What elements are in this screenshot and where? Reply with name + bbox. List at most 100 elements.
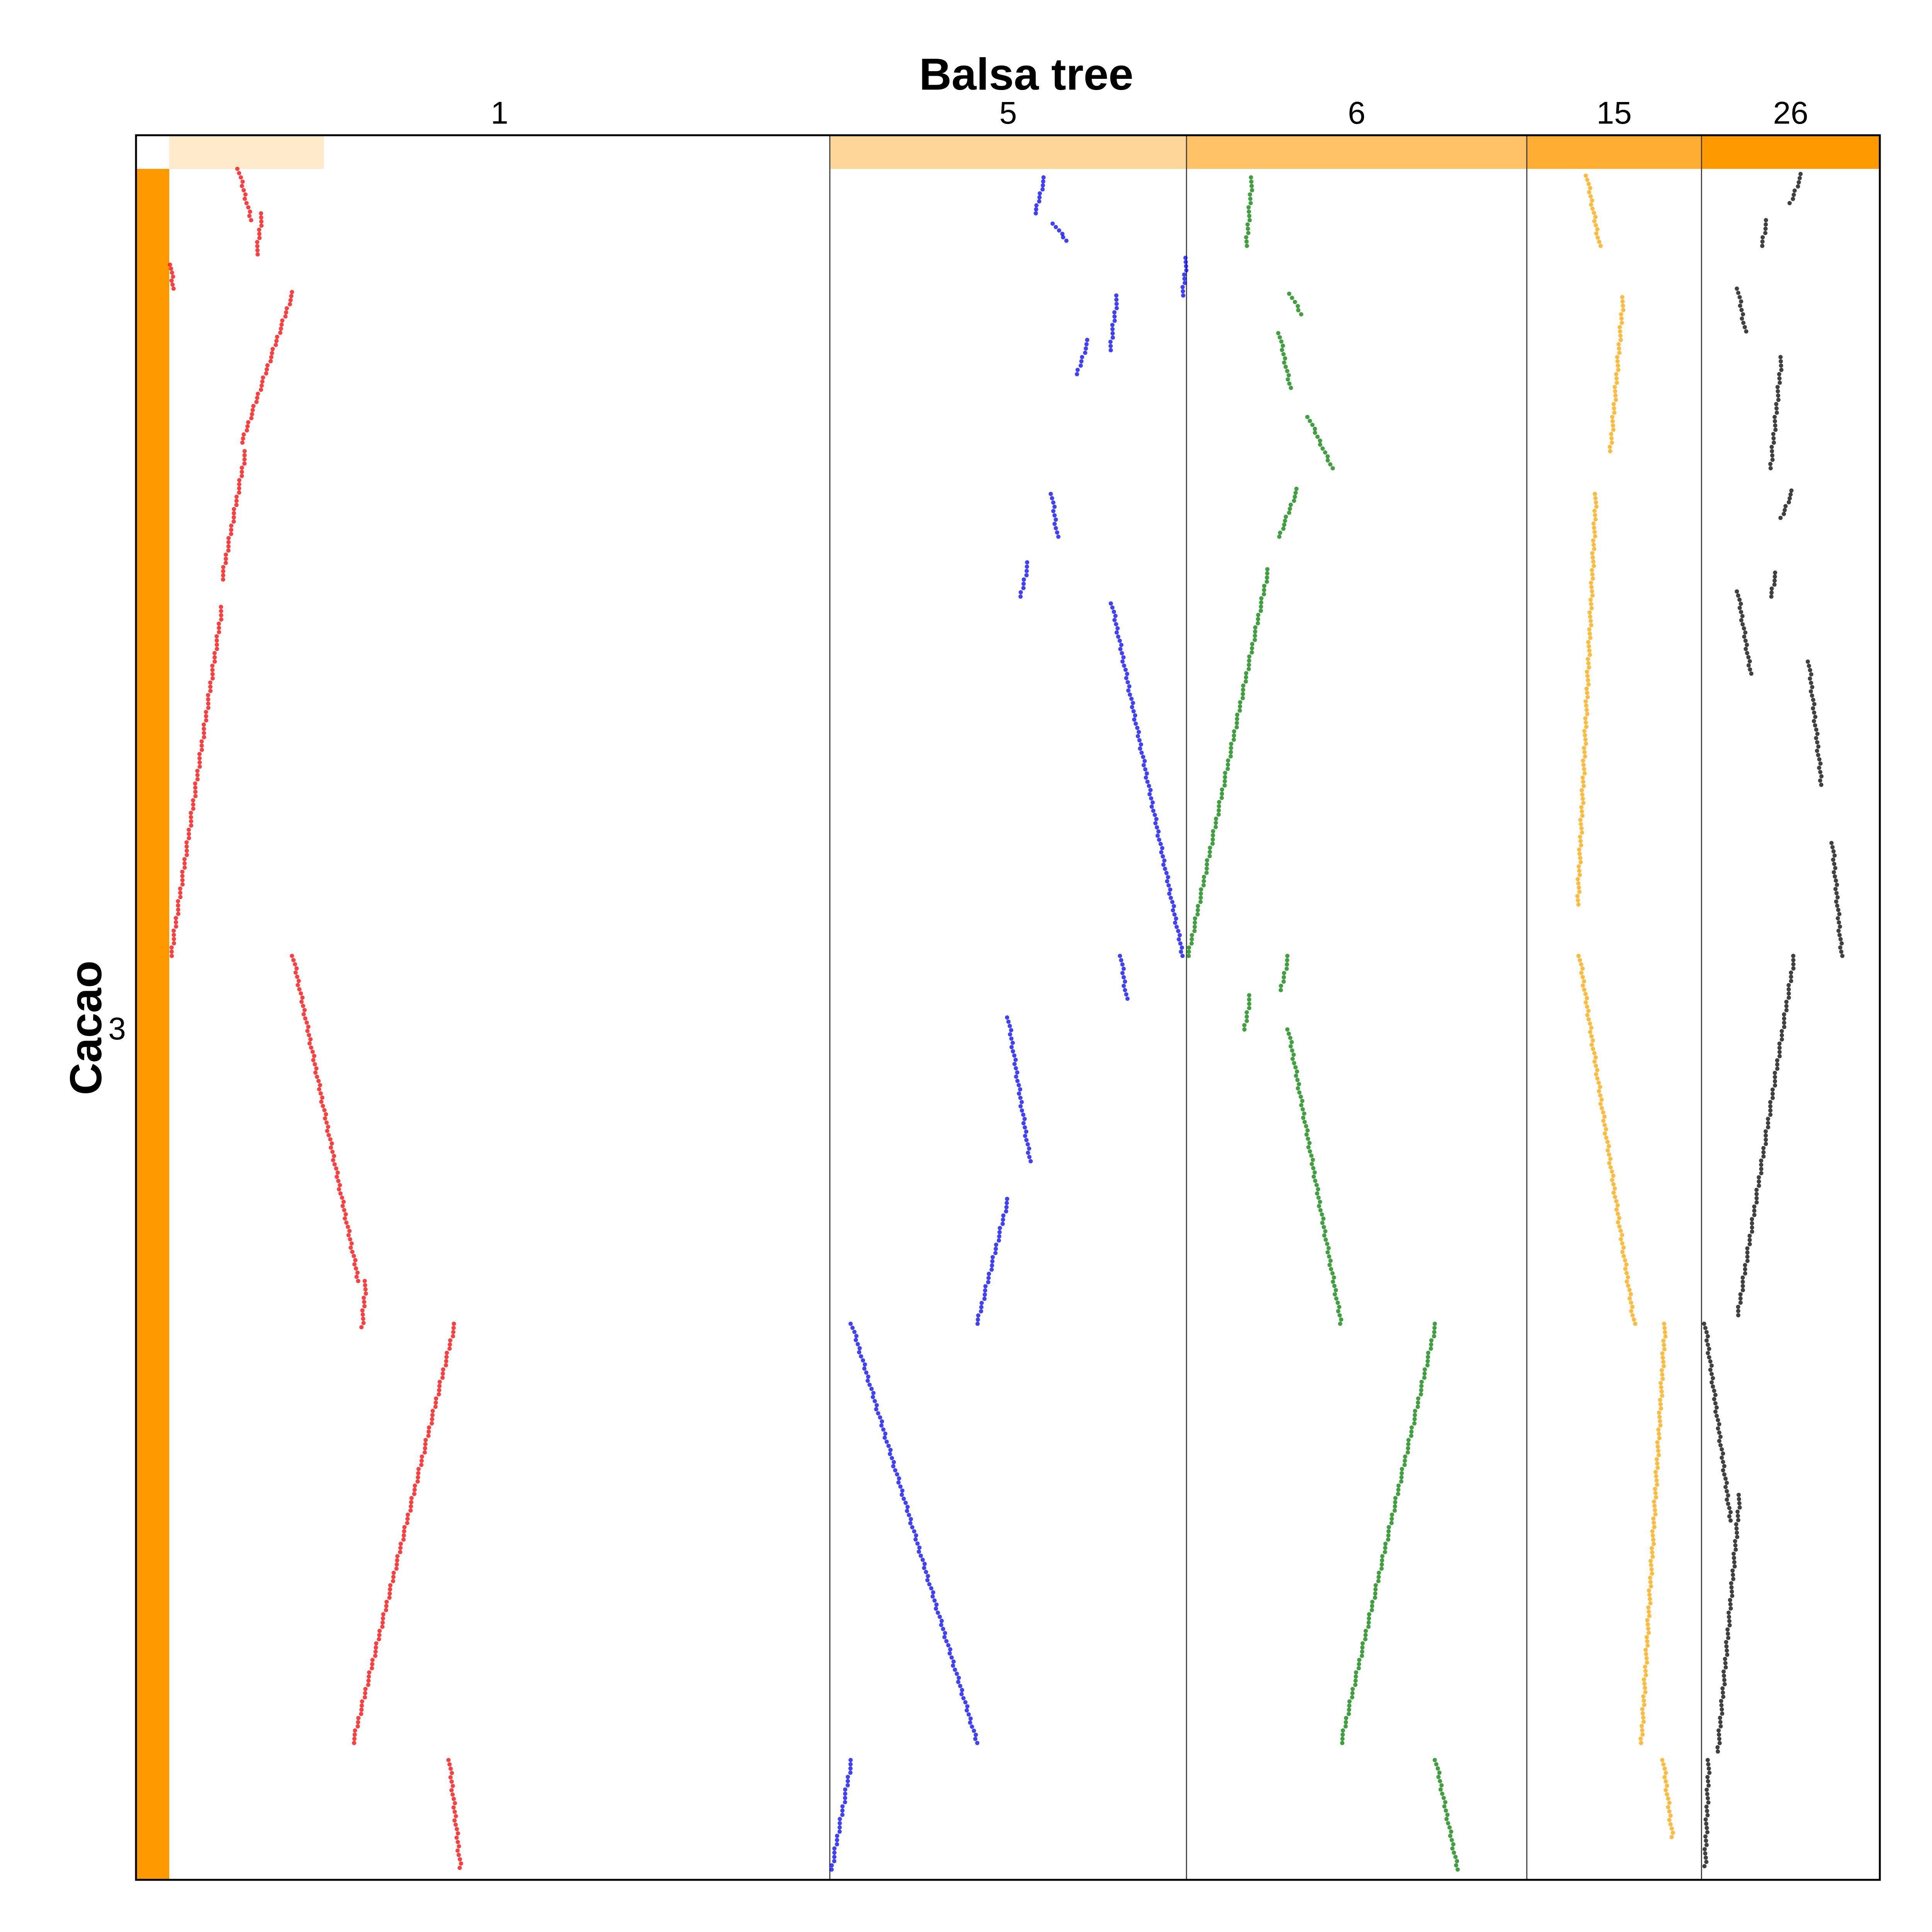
data-point-26 xyxy=(1739,299,1743,304)
data-point-5 xyxy=(1167,883,1171,888)
data-point-15 xyxy=(1650,1554,1655,1559)
data-point-26 xyxy=(1837,920,1841,925)
data-point-6 xyxy=(1211,837,1215,842)
data-point-1 xyxy=(295,975,299,979)
data-point-1 xyxy=(373,1650,378,1654)
data-point-15 xyxy=(1592,526,1596,530)
data-point-1 xyxy=(237,482,242,486)
data-point-1 xyxy=(370,1662,374,1667)
data-point-1 xyxy=(363,1691,367,1696)
data-point-26 xyxy=(1704,1826,1709,1830)
data-point-1 xyxy=(362,1695,367,1700)
data-point-1 xyxy=(444,1350,449,1355)
data-point-26 xyxy=(1771,432,1776,436)
data-point-5 xyxy=(1061,235,1065,240)
data-point-15 xyxy=(1582,750,1587,755)
data-point-15 xyxy=(1588,636,1593,640)
data-point-5 xyxy=(1111,335,1115,340)
data-point-26 xyxy=(1835,895,1840,900)
data-point-6 xyxy=(1316,1196,1321,1200)
data-point-6 xyxy=(1205,858,1209,862)
data-point-1 xyxy=(180,874,185,878)
data-point-1 xyxy=(260,379,265,384)
data-point-6 xyxy=(1438,1779,1442,1783)
data-point-5 xyxy=(1083,346,1088,351)
data-point-15 xyxy=(1640,1707,1645,1711)
data-point-26 xyxy=(1716,1728,1721,1733)
data-point-6 xyxy=(1438,1787,1443,1792)
data-point-15 xyxy=(1662,1343,1666,1347)
data-point-15 xyxy=(1581,759,1585,763)
data-point-6 xyxy=(1320,1221,1325,1225)
data-point-26 xyxy=(1706,1766,1711,1771)
data-point-6 xyxy=(1241,687,1245,692)
data-point-1 xyxy=(210,676,215,681)
data-point-6 xyxy=(1432,1326,1437,1330)
data-point-6 xyxy=(1238,704,1242,709)
data-point-15 xyxy=(1592,547,1597,551)
data-point-26 xyxy=(1754,1196,1759,1201)
data-point-1 xyxy=(265,363,270,367)
data-point-6 xyxy=(1437,1770,1442,1775)
data-point-5 xyxy=(848,1321,853,1326)
data-point-15 xyxy=(1645,1643,1650,1648)
data-point-15 xyxy=(1611,1182,1616,1187)
data-point-5 xyxy=(1024,569,1029,573)
data-point-15 xyxy=(1579,843,1583,848)
column-label-5: 5 xyxy=(999,95,1017,131)
data-point-6 xyxy=(1216,812,1221,817)
data-point-6 xyxy=(1284,966,1289,971)
data-point-15 xyxy=(1577,872,1582,877)
data-point-6 xyxy=(1244,235,1248,240)
data-point-1 xyxy=(440,1376,445,1380)
data-point-1 xyxy=(449,1788,454,1793)
data-point-26 xyxy=(1741,1288,1745,1293)
data-point-15 xyxy=(1621,1254,1626,1259)
data-point-6 xyxy=(1327,1254,1332,1259)
data-point-1 xyxy=(423,1446,427,1451)
data-point-15 xyxy=(1654,1495,1658,1500)
data-point-5 xyxy=(1174,916,1179,921)
data-point-1 xyxy=(426,1434,431,1438)
data-point-1 xyxy=(170,954,174,958)
data-point-1 xyxy=(283,314,288,319)
data-point-15 xyxy=(1655,1444,1660,1449)
data-point-26 xyxy=(1814,736,1818,740)
data-point-1 xyxy=(202,726,206,731)
data-point-1 xyxy=(219,613,223,617)
data-point-1 xyxy=(224,552,228,557)
data-point-6 xyxy=(1228,754,1233,759)
data-point-1 xyxy=(459,1861,463,1866)
data-point-26 xyxy=(1734,1522,1738,1527)
data-point-26 xyxy=(1809,680,1813,685)
data-point-1 xyxy=(208,684,213,689)
data-point-5 xyxy=(1180,289,1185,294)
data-point-5 xyxy=(1084,342,1089,347)
data-point-26 xyxy=(1778,515,1783,520)
data-point-1 xyxy=(327,1133,331,1138)
data-point-15 xyxy=(1576,881,1581,886)
data-point-5 xyxy=(869,1386,874,1391)
data-point-26 xyxy=(1768,1100,1772,1104)
data-point-1 xyxy=(172,933,176,937)
data-point-15 xyxy=(1577,868,1582,873)
data-point-26 xyxy=(1811,706,1815,711)
data-point-6 xyxy=(1195,912,1200,917)
data-point-15 xyxy=(1598,1093,1602,1098)
data-point-6 xyxy=(1192,925,1197,929)
data-point-15 xyxy=(1665,1784,1669,1788)
data-point-5 xyxy=(861,1358,865,1363)
data-point-6 xyxy=(1240,696,1245,701)
data-point-26 xyxy=(1833,887,1838,891)
data-point-6 xyxy=(1253,625,1258,630)
data-point-1 xyxy=(454,1835,459,1840)
data-point-1 xyxy=(448,1775,453,1780)
data-point-1 xyxy=(363,1687,368,1691)
data-point-15 xyxy=(1652,1525,1656,1529)
data-point-5 xyxy=(1129,697,1134,701)
data-point-15 xyxy=(1583,992,1588,996)
data-point-15 xyxy=(1656,1453,1661,1458)
data-point-1 xyxy=(457,1857,462,1862)
data-point-15 xyxy=(1665,1792,1669,1797)
data-point-5 xyxy=(1034,207,1038,212)
